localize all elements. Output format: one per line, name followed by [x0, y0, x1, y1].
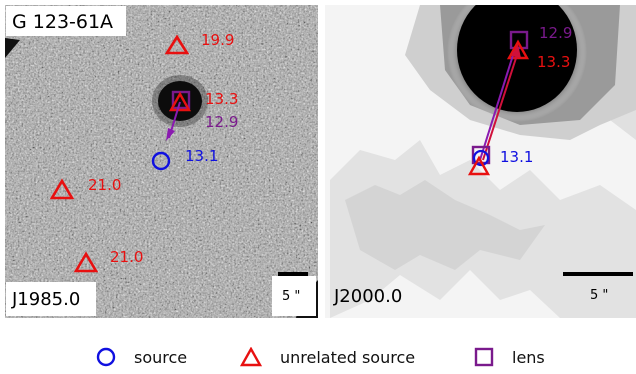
left-lens-star	[158, 81, 202, 121]
epoch-label: J2000.0	[333, 286, 402, 307]
magnitude-label: 12.9	[205, 113, 238, 131]
left-markers	[49, 34, 192, 273]
unrelated-source-marker	[49, 178, 75, 200]
right-panel	[325, 5, 636, 318]
legend-item-unrelated: unrelated source	[240, 343, 415, 371]
circle-icon	[96, 347, 116, 367]
legend-label: unrelated source	[280, 347, 416, 367]
epoch-box	[6, 282, 96, 316]
square-icon	[474, 347, 494, 367]
scalebar-label: 5 "	[590, 288, 608, 303]
panel-divider	[318, 0, 325, 320]
legend-item-source: source	[96, 343, 187, 371]
motion-arrowhead	[511, 44, 521, 58]
scalebar-label: 5 "	[282, 289, 300, 304]
legend-label: lens	[512, 347, 545, 367]
magnitude-label: 13.1	[500, 148, 533, 166]
motion-arrow	[482, 54, 518, 161]
source-marker	[472, 149, 490, 167]
motion-arrow	[479, 51, 515, 161]
source-marker	[151, 151, 171, 171]
unrelated-source-marker	[467, 155, 491, 176]
panel-title: G 123-61A	[12, 11, 113, 33]
magnitude-label: 21.0	[88, 176, 121, 194]
scalebar	[278, 272, 308, 276]
left-panel	[5, 5, 318, 318]
unrelated-source-marker	[506, 39, 530, 60]
motion-arrowhead	[166, 128, 175, 141]
magnitude-label: 12.9	[539, 24, 572, 42]
legend: source unrelated source lens	[0, 343, 636, 371]
title-box	[6, 6, 126, 36]
lens-marker	[509, 30, 529, 50]
magnitude-label: 21.0	[110, 248, 143, 266]
scalebar	[563, 272, 633, 276]
right-markers	[467, 30, 530, 176]
left-lens-halo	[152, 75, 208, 127]
left-panel-noise	[5, 5, 318, 318]
unrelated-source-marker	[73, 251, 99, 273]
unrelated-source-marker	[164, 34, 190, 55]
unrelated-source-marker	[168, 91, 192, 112]
magnitude-label: 19.9	[201, 31, 234, 49]
scalebar-box	[272, 276, 316, 316]
magnitude-label: 13.3	[537, 53, 570, 71]
magnitude-label: 13.3	[205, 90, 238, 108]
legend-label: source	[134, 347, 188, 367]
legend-item-lens: lens	[474, 343, 545, 371]
right-contour-2	[345, 180, 545, 270]
lens-marker	[171, 90, 191, 110]
left-edge-mark	[5, 38, 20, 58]
epoch-label: J1985.0	[11, 289, 80, 310]
triangle-icon	[240, 347, 262, 367]
magnitude-label: 13.1	[185, 147, 218, 165]
